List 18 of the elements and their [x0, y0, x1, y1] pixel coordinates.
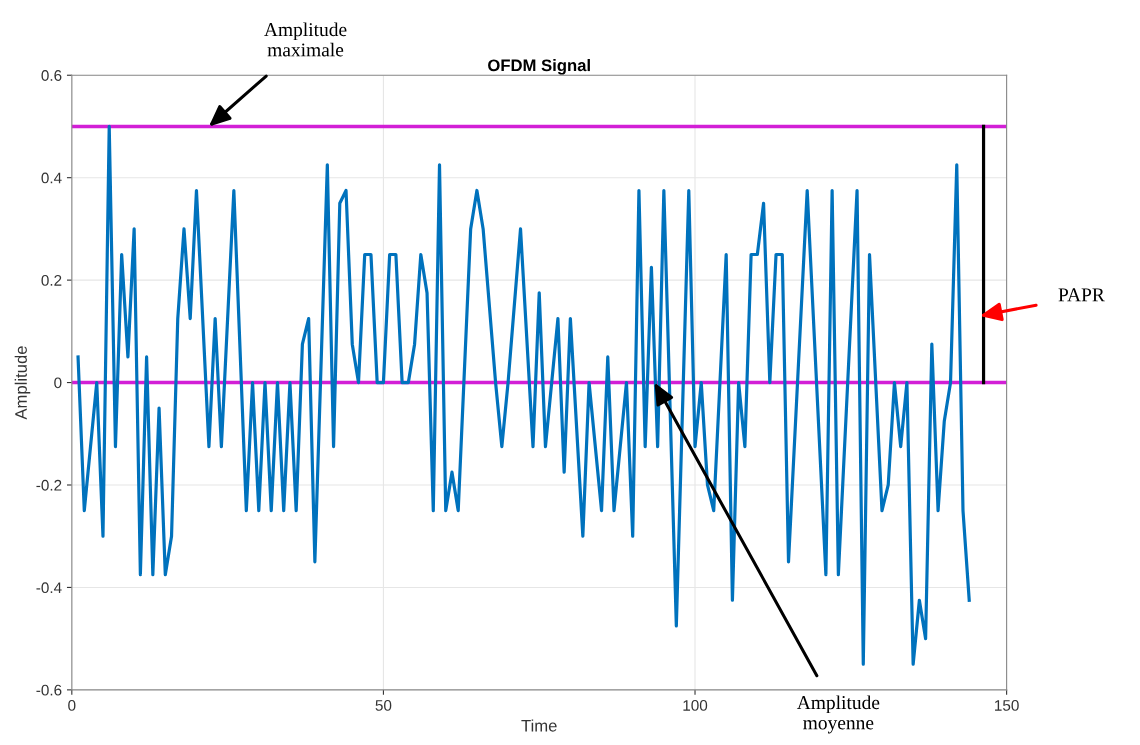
x-tick-label: 150: [995, 700, 1019, 711]
x-tick-label: 50: [375, 700, 392, 711]
annotation: Amplitude maximale: [264, 22, 347, 57]
y-tick-label: 0.4: [41, 172, 62, 184]
chart-title: OFDM Signal: [488, 59, 590, 75]
y-tick-label: 0.2: [41, 274, 62, 286]
y-tick-label: -0.2: [36, 479, 62, 491]
x-tick-label: 100: [683, 700, 708, 711]
x-axis-title: Time: [521, 719, 557, 732]
y-tick-label: -0.4: [36, 582, 62, 594]
x-tick-label: 0: [68, 700, 76, 711]
y-tick-label: -0.6: [36, 684, 62, 696]
line-series: [76, 124, 971, 666]
y-tick-label: 0.6: [41, 70, 62, 81]
annotation: Amplitude moyenne: [796, 695, 880, 734]
annotation: PAPR: [1058, 288, 1105, 302]
y-tick-label: 0: [54, 377, 62, 389]
y-axis-title: Amplitude: [14, 346, 31, 420]
